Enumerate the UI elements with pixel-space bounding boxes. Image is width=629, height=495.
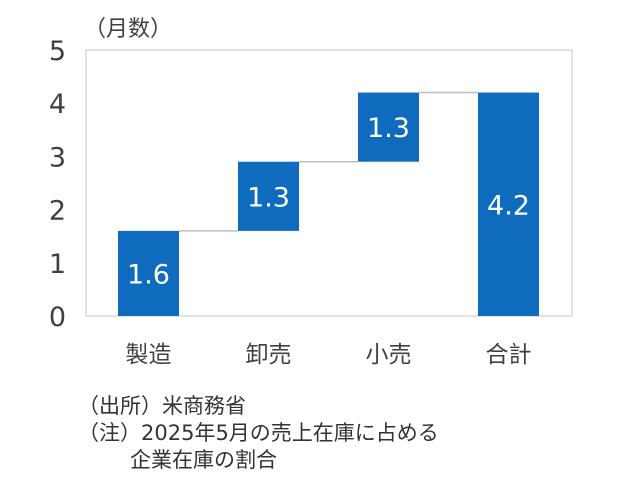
x-category-label: 卸売 — [246, 342, 292, 368]
y-tick-label: 4 — [49, 89, 66, 120]
x-category-label: 小売 — [366, 342, 412, 368]
connectors — [179, 91, 478, 232]
unit-label: （月数） — [84, 17, 172, 42]
data-label: 4.2 — [487, 190, 530, 221]
footnote-line-2: 企業在庫の割合 — [130, 448, 277, 472]
data-label: 1.3 — [367, 113, 410, 144]
y-tick-label: 5 — [49, 36, 66, 67]
y-tick-label: 2 — [49, 196, 66, 227]
y-tick-label: 1 — [49, 249, 66, 280]
y-tick-label: 3 — [49, 142, 66, 173]
data-label: 1.6 — [127, 259, 170, 290]
y-tick-label: 0 — [49, 302, 66, 333]
source-note: （出所）米商務省 — [78, 394, 246, 418]
chart: （月数） 0 1 2 3 4 5 1.6 1.3 1.3 4.2 製造 卸売 小売 合計 — [49, 17, 573, 368]
bar — [238, 161, 299, 231]
bar — [118, 230, 179, 316]
x-category-label: 合計 — [486, 342, 532, 368]
bars — [118, 92, 539, 316]
x-axis: 製造 卸売 小売 合計 — [126, 342, 532, 368]
notes: （出所）米商務省 （注）2025年5月の売上在庫に占める 企業在庫の割合 — [78, 393, 439, 474]
bar — [478, 92, 539, 316]
bar — [358, 92, 419, 162]
plot-frame — [85, 49, 573, 317]
data-labels: 1.6 1.3 1.3 4.2 — [127, 113, 530, 290]
x-category-label: 製造 — [126, 342, 172, 368]
data-label: 1.3 — [247, 182, 290, 213]
footnote-line-1: （注）2025年5月の売上在庫に占める — [78, 421, 439, 445]
y-axis: 0 1 2 3 4 5 — [49, 36, 66, 333]
